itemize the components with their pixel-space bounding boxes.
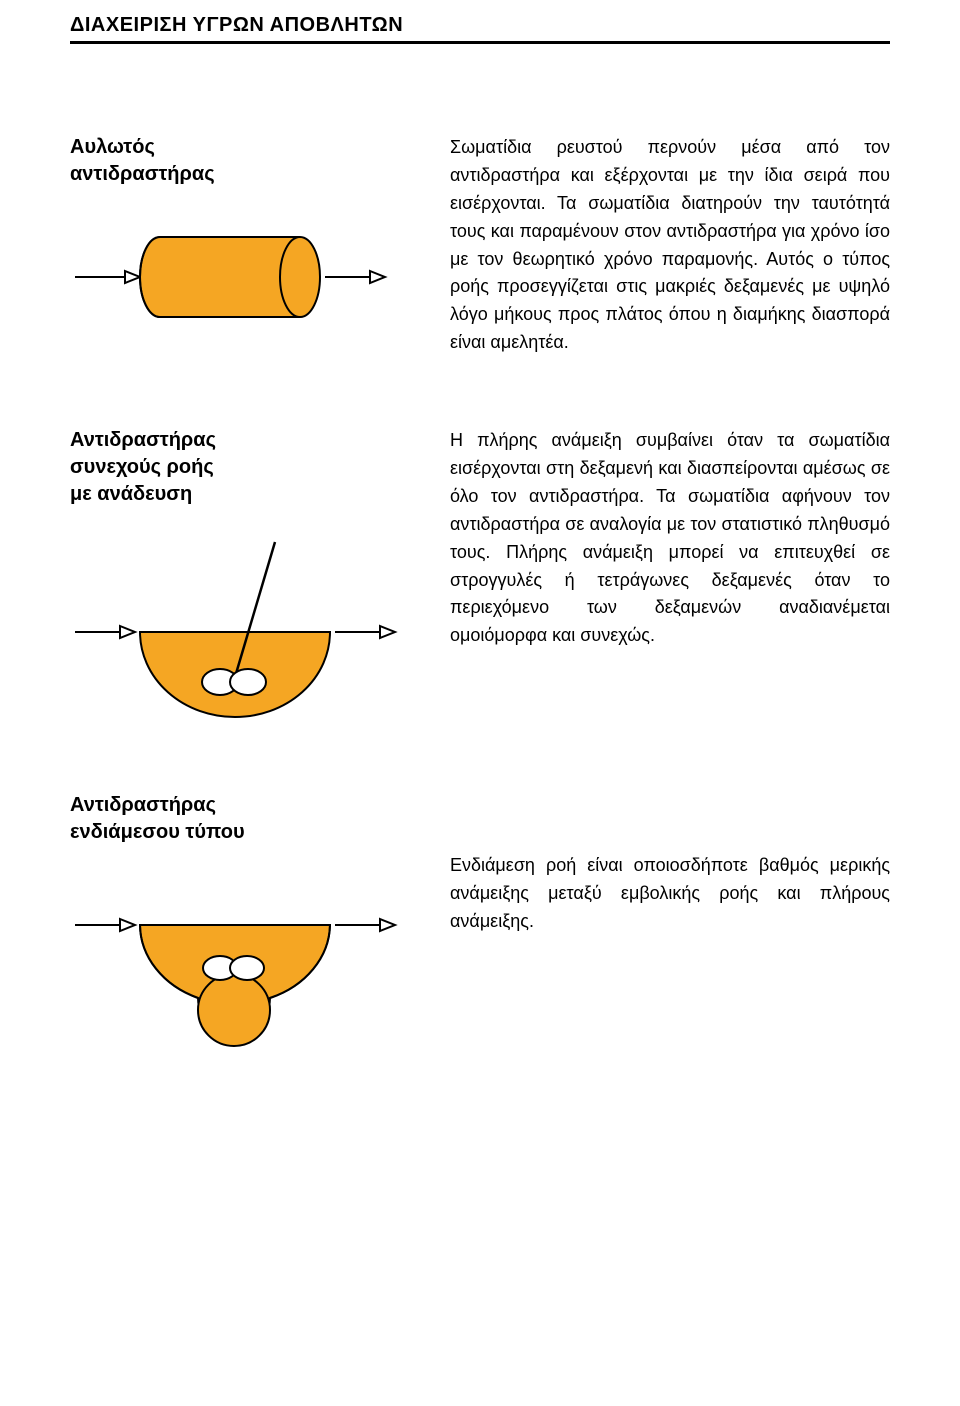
caption-line: Αντιδραστήρας [70, 794, 216, 816]
caption-line: Αντιδραστήρας [70, 429, 216, 451]
section-plug-flow: Αυλωτός αντιδραστήρας [70, 134, 890, 357]
caption-line: με ανάδευση [70, 483, 192, 505]
section-intermediate: Αντιδραστήρας ενδιάμεσου τύπου [70, 792, 890, 1070]
page-header: ΔΙΑΧΕΙΡΙΣΗ ΥΓΡΩΝ ΑΠΟΒΛΗΤΩΝ [70, 0, 890, 44]
intermediate-diagram [70, 870, 410, 1070]
body-plug-flow: Σωματίδια ρευστού περνούν μέσα από τον α… [450, 134, 890, 357]
body-cstr: Η πλήρης ανάμειξη συμβαίνει όταν τα σωμα… [450, 427, 890, 722]
caption-cstr: Αντιδραστήρας συνεχούς ροής με ανάδευση [70, 427, 410, 508]
cstr-diagram [70, 532, 410, 722]
caption-plug-flow: Αυλωτός αντιδραστήρας [70, 134, 410, 188]
body-intermediate: Ενδιάμεση ροή είναι οποιοσδήποτε βαθμός … [450, 792, 890, 1070]
plug-flow-diagram [70, 212, 410, 342]
section-cstr: Αντιδραστήρας συνεχούς ροής με ανάδευση [70, 427, 890, 722]
caption-line: Αυλωτός [70, 136, 155, 158]
caption-line: ενδιάμεσου τύπου [70, 821, 245, 843]
caption-intermediate: Αντιδραστήρας ενδιάμεσου τύπου [70, 792, 410, 846]
caption-line: αντιδραστήρας [70, 163, 215, 185]
caption-line: συνεχούς ροής [70, 456, 214, 478]
